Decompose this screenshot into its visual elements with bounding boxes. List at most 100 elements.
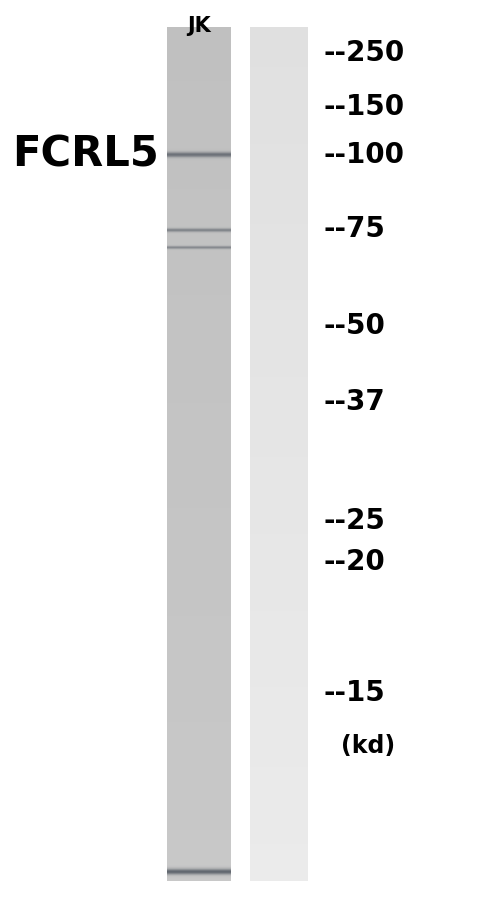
Bar xyxy=(250,215,308,217)
Bar xyxy=(250,707,308,710)
Bar xyxy=(167,217,231,221)
Bar xyxy=(250,497,308,500)
Bar xyxy=(250,648,308,651)
Bar xyxy=(250,582,308,585)
Bar xyxy=(250,164,308,167)
Text: JK: JK xyxy=(187,16,211,36)
Bar xyxy=(167,332,231,335)
Bar xyxy=(250,423,308,426)
Bar xyxy=(250,397,308,400)
Bar xyxy=(250,568,308,571)
Bar xyxy=(250,391,308,394)
Bar xyxy=(167,793,231,795)
Bar xyxy=(167,238,231,240)
Bar xyxy=(167,784,231,787)
Bar xyxy=(167,343,231,346)
Bar xyxy=(167,164,231,167)
Bar xyxy=(250,417,308,420)
Bar xyxy=(250,716,308,719)
Bar xyxy=(167,429,231,431)
Bar xyxy=(250,241,308,244)
Bar xyxy=(167,87,231,90)
Bar xyxy=(167,716,231,719)
Bar xyxy=(250,67,308,70)
Bar xyxy=(167,136,231,138)
Bar xyxy=(167,426,231,429)
Bar xyxy=(167,744,231,747)
Bar xyxy=(250,130,308,133)
Bar xyxy=(167,434,231,437)
Bar xyxy=(167,442,231,446)
Bar xyxy=(250,96,308,98)
Bar xyxy=(250,462,308,466)
Bar xyxy=(167,272,231,275)
Bar xyxy=(250,713,308,716)
Bar xyxy=(250,73,308,76)
Bar xyxy=(250,187,308,189)
Bar xyxy=(250,389,308,391)
Bar xyxy=(167,78,231,81)
Bar xyxy=(250,260,308,264)
Bar xyxy=(167,873,231,875)
Bar xyxy=(167,101,231,104)
Bar xyxy=(250,394,308,397)
Bar xyxy=(250,346,308,349)
Bar xyxy=(250,489,308,491)
Bar xyxy=(250,338,308,340)
Bar xyxy=(167,759,231,762)
Bar xyxy=(167,406,231,409)
Bar xyxy=(250,406,308,409)
Bar xyxy=(167,798,231,801)
Bar xyxy=(250,429,308,431)
Bar xyxy=(167,437,231,440)
Bar xyxy=(167,773,231,775)
Bar xyxy=(167,733,231,736)
Bar xyxy=(167,710,231,713)
Bar xyxy=(250,335,308,338)
Bar xyxy=(250,528,308,531)
Bar xyxy=(167,562,231,565)
Bar xyxy=(250,78,308,81)
Bar xyxy=(250,207,308,209)
Bar xyxy=(167,323,231,326)
Bar xyxy=(167,671,231,673)
Bar xyxy=(250,138,308,141)
Bar xyxy=(250,320,308,323)
Bar xyxy=(167,355,231,358)
Bar xyxy=(167,215,231,217)
Bar xyxy=(167,687,231,691)
Bar xyxy=(167,719,231,722)
Bar xyxy=(250,548,308,551)
Bar xyxy=(167,545,231,548)
Bar xyxy=(167,65,231,67)
Bar xyxy=(250,76,308,78)
Bar xyxy=(167,306,231,309)
Bar xyxy=(167,833,231,835)
Bar xyxy=(167,244,231,247)
Bar xyxy=(167,846,231,850)
Bar xyxy=(250,229,308,232)
Bar xyxy=(250,747,308,750)
Bar xyxy=(167,340,231,343)
Bar xyxy=(167,30,231,33)
Bar xyxy=(250,835,308,838)
Bar xyxy=(250,798,308,801)
Bar xyxy=(250,161,308,164)
Bar xyxy=(167,229,231,232)
Bar xyxy=(167,371,231,374)
Bar xyxy=(167,172,231,176)
Bar xyxy=(250,517,308,520)
Bar xyxy=(250,58,308,62)
Text: --15: --15 xyxy=(324,680,386,707)
Bar xyxy=(250,790,308,793)
Bar xyxy=(167,622,231,625)
Bar xyxy=(167,613,231,616)
Bar xyxy=(250,147,308,149)
Bar xyxy=(167,309,231,312)
Bar xyxy=(167,571,231,573)
Bar xyxy=(167,778,231,782)
Bar xyxy=(250,431,308,434)
Bar xyxy=(250,104,308,107)
Bar xyxy=(250,724,308,727)
Bar xyxy=(250,326,308,329)
